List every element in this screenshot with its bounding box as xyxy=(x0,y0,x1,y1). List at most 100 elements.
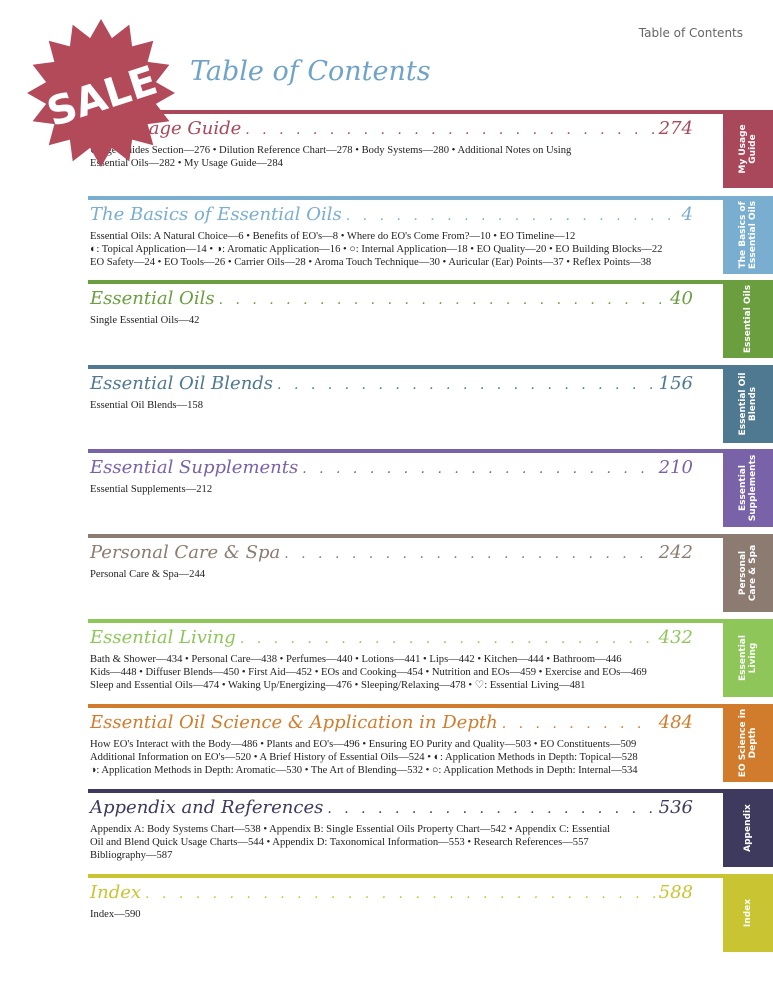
section-rule xyxy=(88,874,723,878)
toc-section: EO Science in Depth Essential Oil Scienc… xyxy=(88,704,773,790)
entry-line[interactable]: Essential Supplements—212 xyxy=(90,484,213,495)
section-heading[interactable]: Appendix and References 536 xyxy=(90,797,693,818)
section-heading[interactable]: Essential Oil Blends 156 xyxy=(90,373,693,394)
entry-line[interactable]: Personal Care & Spa—244 xyxy=(90,569,206,580)
toc-section: Appendix Appendix and References 536 App… xyxy=(88,789,773,875)
section-rule xyxy=(88,704,723,708)
section-heading[interactable]: Essential Supplements 210 xyxy=(90,457,693,478)
entry-line[interactable]: ◐: Topical Application—14 • ◑: Aromatic … xyxy=(90,244,663,255)
toc-section: Essential Living Essential Living 432 Ba… xyxy=(88,619,773,705)
section-title: The Basics of Essential Oils xyxy=(90,204,342,225)
section-page: 432 xyxy=(658,627,693,648)
entry-line[interactable]: Sleep and Essential Oils—474 • Waking Up… xyxy=(90,680,586,691)
section-heading[interactable]: Index 588 xyxy=(90,882,693,903)
toc-section: Personal Care & Spa Personal Care & Spa … xyxy=(88,534,773,620)
dot-leader xyxy=(302,461,654,477)
toc-section: Essential Supplements Essential Suppleme… xyxy=(88,449,773,535)
section-tab[interactable]: Index xyxy=(723,874,773,952)
section-title: Personal Care & Spa xyxy=(90,542,281,563)
entry-line[interactable]: EO Safety—24 • EO Tools—26 • Carrier Oil… xyxy=(90,257,652,268)
entry-line[interactable]: Bath & Shower—434 • Personal Care—438 • … xyxy=(90,654,622,665)
section-heading[interactable]: Essential Oils 40 xyxy=(90,288,693,309)
entry-line[interactable]: Index—590 xyxy=(90,909,141,920)
section-heading[interactable]: Personal Care & Spa 242 xyxy=(90,542,693,563)
entry-line[interactable]: Kids—448 • Diffuser Blends—450 • First A… xyxy=(90,667,647,678)
section-page: 4 xyxy=(681,204,693,225)
section-tab[interactable]: My Usage Guide xyxy=(723,110,773,188)
section-entries: Appendix A: Body Systems Chart—538 • App… xyxy=(90,823,710,862)
tab-label: Essential Oils xyxy=(743,284,753,354)
section-heading[interactable]: The Basics of Essential Oils 4 xyxy=(90,204,693,225)
entry-line[interactable]: Bibliography—587 xyxy=(90,850,173,861)
entry-line[interactable]: Usage Guides Section—276 • Dilution Refe… xyxy=(90,145,572,156)
section-title: Essential Oil Science & Application in D… xyxy=(90,712,498,733)
entry-line[interactable]: How EO's Interact with the Body—486 • Pl… xyxy=(90,739,637,750)
section-entries: How EO's Interact with the Body—486 • Pl… xyxy=(90,738,710,777)
section-title: Essential Oil Blends xyxy=(90,373,274,394)
toc-section: Essential Oil Blends Essential Oil Blend… xyxy=(88,365,773,451)
section-tab[interactable]: Essential Oil Blends xyxy=(723,365,773,443)
section-tab[interactable]: Personal Care & Spa xyxy=(723,534,773,612)
entry-line[interactable]: Essential Oil Blends—158 xyxy=(90,400,203,411)
toc-section: The Basics of Essential Oils The Basics … xyxy=(88,196,773,282)
tab-label: Index xyxy=(743,898,753,928)
tab-label: My Usage Guide xyxy=(738,124,758,174)
toc-section: My Usage Guide My Usage Guide 274 Usage … xyxy=(88,110,773,196)
entry-line[interactable]: Essential Oils—282 • My Usage Guide—284 xyxy=(90,158,283,169)
toc-section: Essential Oils Essential Oils 40 Single … xyxy=(88,280,773,366)
section-tab[interactable]: Essential Living xyxy=(723,619,773,697)
section-entries: Usage Guides Section—276 • Dilution Refe… xyxy=(90,144,710,170)
section-rule xyxy=(88,449,723,453)
page-title: Table of Contents xyxy=(190,56,431,87)
section-heading[interactable]: Essential Living 432 xyxy=(90,627,693,648)
dot-leader xyxy=(245,122,654,138)
section-title: Essential Living xyxy=(90,627,236,648)
dot-leader xyxy=(240,631,655,647)
tab-label: EO Science in Depth xyxy=(738,708,758,778)
section-tab[interactable]: Essential Oils xyxy=(723,280,773,358)
section-rule xyxy=(88,789,723,793)
section-heading[interactable]: Essential Oil Science & Application in D… xyxy=(90,712,693,733)
section-rule xyxy=(88,619,723,623)
dot-leader xyxy=(284,546,654,562)
section-rule xyxy=(88,534,723,538)
dot-leader xyxy=(502,716,655,732)
entry-line[interactable]: Single Essential Oils—42 xyxy=(90,315,200,326)
entry-line[interactable]: Essential Oils: A Natural Choice—6 • Ben… xyxy=(90,231,576,242)
tab-label: Essential Supplements xyxy=(738,454,758,522)
dot-leader xyxy=(277,377,655,393)
tab-label: The Basics of Essential Oils xyxy=(738,200,758,270)
section-heading[interactable]: My Usage Guide 274 xyxy=(90,118,693,139)
section-tab[interactable]: EO Science in Depth xyxy=(723,704,773,782)
section-rule xyxy=(88,196,723,200)
tab-label: Essential Living xyxy=(738,635,758,681)
entry-line[interactable]: Appendix A: Body Systems Chart—538 • App… xyxy=(90,824,611,835)
section-entries: Single Essential Oils—42 xyxy=(90,314,710,327)
section-entries: Index—590 xyxy=(90,908,710,921)
entry-line[interactable]: Additional Information on EO's—520 • A B… xyxy=(90,752,638,763)
section-tab[interactable]: Appendix xyxy=(723,789,773,867)
section-page: 484 xyxy=(658,712,693,733)
entry-line[interactable]: Oil and Blend Quick Usage Charts—544 • A… xyxy=(90,837,589,848)
sale-badge: SALE xyxy=(27,19,175,167)
section-tab[interactable]: The Basics of Essential Oils xyxy=(723,196,773,274)
section-title: Essential Supplements xyxy=(90,457,299,478)
section-page: 242 xyxy=(658,542,693,563)
section-page: 588 xyxy=(658,882,693,903)
section-page: 40 xyxy=(670,288,693,309)
section-entries: Bath & Shower—434 • Personal Care—438 • … xyxy=(90,653,710,692)
dot-leader xyxy=(145,886,655,902)
tab-label: Essential Oil Blends xyxy=(738,372,758,436)
section-page: 274 xyxy=(658,118,693,139)
dot-leader xyxy=(346,208,678,224)
section-page: 536 xyxy=(658,797,693,818)
section-title: Essential Oils xyxy=(90,288,215,309)
dot-leader xyxy=(219,292,667,308)
section-entries: Essential Oils: A Natural Choice—6 • Ben… xyxy=(90,230,710,269)
section-title: Index xyxy=(90,882,142,903)
dot-leader xyxy=(327,801,654,817)
section-tab[interactable]: Essential Supplements xyxy=(723,449,773,527)
sale-starburst xyxy=(27,19,175,167)
entry-line[interactable]: ◑: Application Methods in Depth: Aromati… xyxy=(90,765,638,776)
